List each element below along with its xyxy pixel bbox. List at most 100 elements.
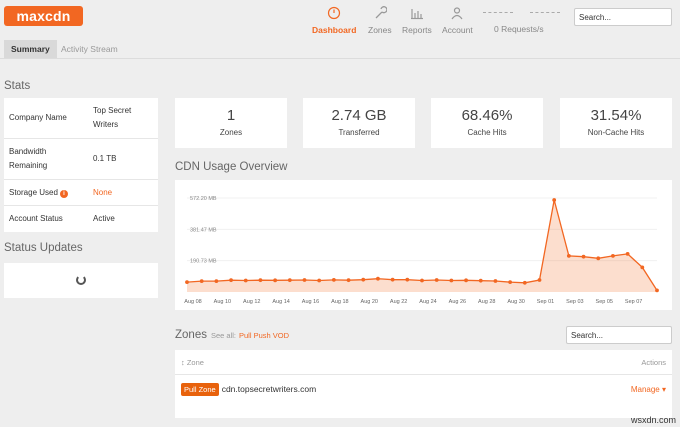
metric-label: Cache Hits (467, 128, 507, 137)
x-tick-label: Aug 26 (449, 299, 466, 305)
data-point (214, 279, 219, 284)
zones-title: Zones (175, 329, 207, 341)
maxcdn-logo[interactable]: maxcdn (4, 6, 83, 26)
data-point (552, 198, 557, 202)
zones-table: ↕ Zone Actions Pull Zone cdn.topsecretwri… (175, 350, 672, 418)
manage-dropdown[interactable]: Manage ▾ (630, 384, 666, 394)
stats-row-storage: Storage Used i None (4, 180, 158, 206)
zones-search-input[interactable] (571, 330, 646, 340)
cdn-usage-chart-svg: 572.20 MB 381.47 MB 190.73 MB Aug 08 Aug 10 A… (184, 196, 659, 305)
global-search[interactable] (574, 8, 672, 26)
x-tick-label: Aug 08 (184, 299, 201, 305)
stats-key: Account Status (9, 214, 63, 223)
status-updates-panel (4, 263, 158, 298)
pull-zone-badge: Pull Zone (181, 383, 219, 396)
actions-column-header: Actions (641, 357, 666, 367)
data-point (361, 277, 366, 282)
status-updates-title: Status Updates (4, 242, 83, 254)
data-point (581, 254, 586, 259)
data-point (464, 278, 468, 283)
x-tick-label: Sep 07 (625, 299, 642, 305)
data-point (229, 278, 233, 283)
nav-zones-label: Zones (368, 25, 392, 35)
data-point (478, 278, 483, 283)
nav-account-label: Account (442, 25, 473, 35)
metric-label: Transferred (338, 128, 380, 137)
requests-sparkline-left (483, 12, 513, 13)
zones-filter-links[interactable]: Pull Push VOD (239, 331, 290, 340)
data-point (434, 278, 439, 282)
data-point (537, 278, 542, 282)
metric-card-cache-hits: 68.46% Cache Hits (431, 98, 543, 148)
nav-reports[interactable]: Reports (402, 6, 432, 35)
metric-card-zones: 1 Zones (175, 98, 287, 148)
stats-panel: Company Name Top Secret Writers Bandwidt… (4, 98, 158, 232)
metric-value: 1 (226, 107, 236, 124)
data-point (640, 265, 645, 270)
metric-label: Zones (219, 128, 243, 137)
zone-name[interactable]: cdn.topsecretwriters.com (221, 384, 317, 394)
x-tick-label: Aug 14 (272, 299, 289, 305)
data-point (493, 279, 498, 283)
data-point (611, 253, 615, 258)
data-point (199, 279, 204, 284)
data-point (390, 277, 395, 282)
stats-row-company: Company Name Top Secret Writers (4, 98, 158, 139)
watermark: wsxdn.com (630, 415, 676, 425)
y-tick-label: 572.20 MB (190, 196, 217, 202)
stats-key: Company Name (9, 113, 67, 122)
zones-see-all: See all: (210, 331, 236, 340)
data-point (376, 276, 380, 281)
x-tick-label: Aug 24 (419, 299, 436, 305)
data-point (185, 280, 189, 285)
data-point (420, 278, 424, 283)
metric-value: 2.74 GB (331, 107, 387, 124)
nav-dashboard[interactable]: Dashboard (312, 6, 356, 35)
data-point (655, 288, 659, 293)
global-search-input[interactable] (579, 12, 654, 22)
data-point (273, 278, 278, 283)
x-tick-label: Aug 16 (302, 299, 319, 305)
data-point (508, 280, 513, 285)
x-tick-label: Aug 30 (507, 299, 524, 305)
data-point (566, 253, 571, 258)
x-tick-label: Aug 12 (243, 299, 260, 305)
data-point (346, 278, 351, 283)
data-point (243, 278, 248, 283)
data-point (405, 277, 410, 282)
data-point (287, 278, 292, 283)
x-tick-label: Aug 28 (478, 299, 495, 305)
data-point (449, 278, 454, 283)
info-icon[interactable]: i (59, 189, 68, 198)
stats-key: Storage Used (9, 187, 58, 197)
cdn-usage-chart: 572.20 MB 381.47 MB 190.73 MB Aug 08 Aug 10 A… (175, 180, 672, 310)
stats-key: Bandwidth Remaining (9, 147, 48, 170)
usage-area (187, 200, 657, 292)
sort-icon: ↕ (181, 357, 187, 367)
x-tick-label: Aug 22 (390, 299, 407, 305)
stats-key-wrap: Storage Used i (4, 186, 88, 200)
data-point (625, 251, 630, 256)
requests-sparkline-right (530, 12, 560, 13)
x-tick-label: Sep 03 (566, 299, 583, 305)
x-tick-label: Aug 20 (361, 299, 378, 305)
table-row: Pull Zone cdn.topsecretwriters.com Manage… (175, 375, 672, 403)
data-point (596, 256, 601, 261)
data-point (317, 278, 322, 283)
nav-reports-label: Reports (402, 25, 432, 35)
tab-activity-stream[interactable]: Activity Stream (61, 44, 118, 54)
stats-row-bandwidth: Bandwidth Remaining 0.1 TB (4, 139, 158, 180)
data-point (522, 280, 527, 285)
nav-zones[interactable]: Zones (368, 6, 392, 35)
metric-card-transferred: 2.74 GB Transferred (303, 98, 415, 148)
zone-column-header[interactable]: ↕ Zone (181, 358, 204, 367)
stats-value: 0.1 TB (93, 154, 117, 163)
nav-account[interactable]: Account (442, 6, 473, 35)
tab-summary[interactable]: Summary (4, 40, 57, 58)
x-tick-label: Sep 01 (537, 299, 554, 305)
y-tick-label: 190.73 MB (190, 259, 217, 265)
data-point (258, 278, 263, 283)
metric-label: Non-Cache Hits (587, 128, 645, 137)
zones-search[interactable] (566, 326, 672, 344)
tab-divider (0, 58, 680, 59)
